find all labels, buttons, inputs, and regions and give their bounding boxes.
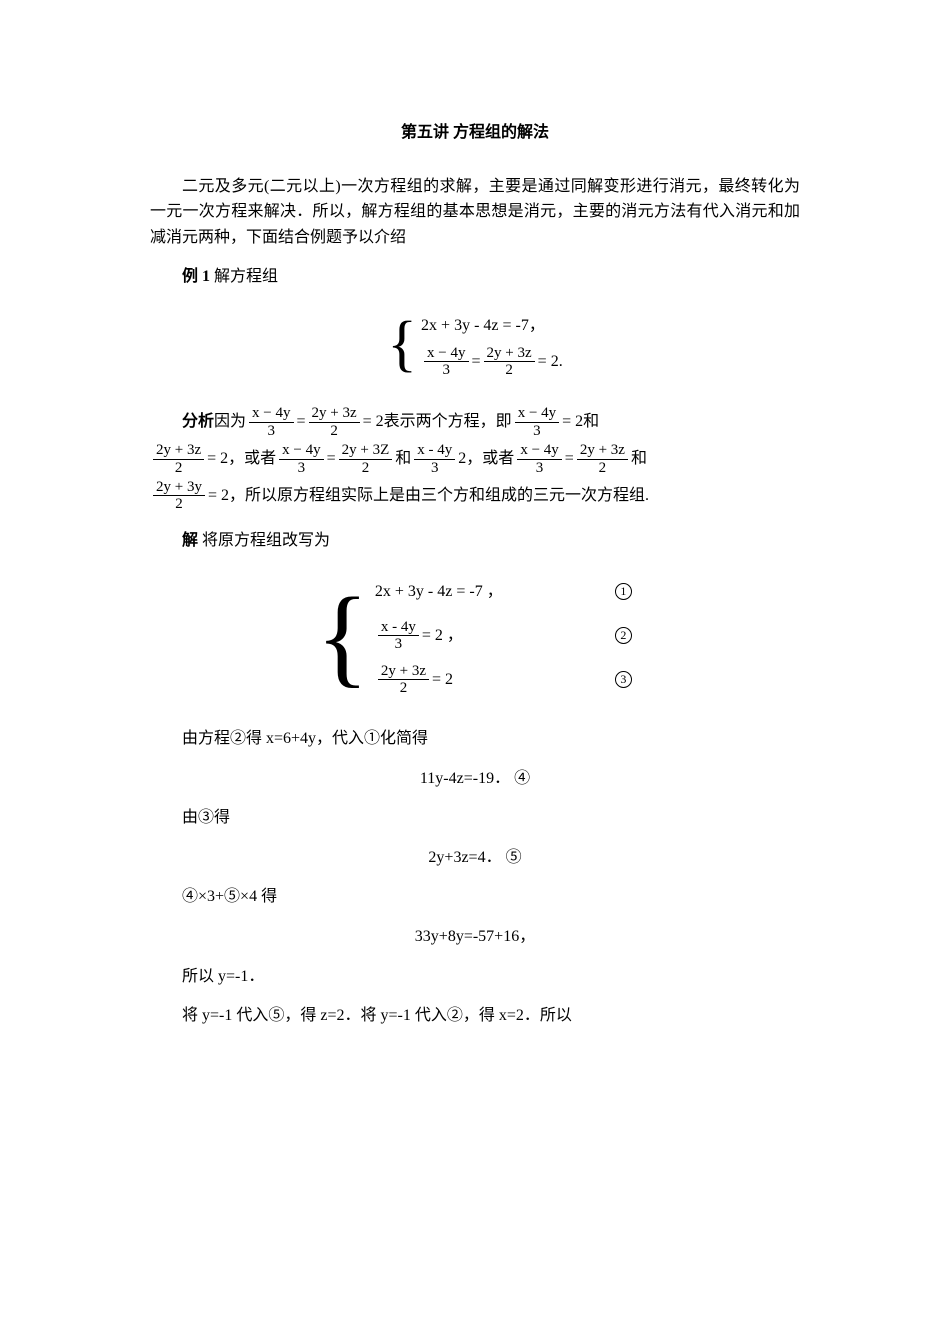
step-1: 由方程②得 x=6+4y，代入①化简得	[150, 726, 800, 752]
sys2-row1: 2x + 3y - 4z = -7 ， 1	[375, 572, 634, 612]
eq-6: 33y+8y=-57+16，	[150, 924, 800, 950]
sys2-row3: 2y + 3z2 = 2 3	[375, 660, 634, 700]
analysis-label: 分析	[182, 404, 214, 441]
example-1-rest: 解方程组	[210, 268, 278, 285]
intro-paragraph: 二元及多元(二元以上)一次方程组的求解，主要是通过同解变形进行消元，最终转化为一…	[150, 174, 800, 251]
step-3: ④×3+⑤×4 得	[150, 884, 800, 910]
sys1-line1: 2x + 3y - 4z = -7，	[421, 310, 563, 342]
marker-1-icon: 1	[615, 583, 632, 600]
example-1-bold: 例 1	[182, 268, 210, 285]
marker-3-icon: 3	[615, 671, 632, 688]
example-1-label: 例 1 解方程组	[150, 264, 800, 290]
sys2-row2: x - 4y3 = 2 ， 2	[375, 616, 634, 656]
eq-5: 2y+3z=4． ⑤	[150, 845, 800, 871]
analysis-block: 分析 因为 x − 4y3 = 2y + 3z2 = 2表示两个方程，即 x −…	[150, 404, 800, 514]
eq-4: 11y-4z=-19． ④	[150, 766, 800, 792]
marker-2-icon: 2	[615, 627, 632, 644]
sys1-line2: x − 4y3 = 2y + 3z2 = 2.	[421, 346, 563, 378]
solve-label: 解 将原方程组改写为	[150, 528, 800, 554]
solve-rest: 将原方程组改写为	[198, 532, 330, 549]
page-title: 第五讲 方程组的解法	[150, 120, 800, 146]
left-brace-icon: {	[387, 313, 417, 375]
step-2: 由③得	[150, 805, 800, 831]
solve-bold: 解	[182, 532, 198, 549]
step-5: 将 y=-1 代入⑤，得 z=2．将 y=-1 代入②，得 x=2．所以	[150, 1003, 800, 1029]
equation-system-1: { 2x + 3y - 4z = -7， x − 4y3 = 2y + 3z2 …	[150, 310, 800, 378]
equation-system-2: { 2x + 3y - 4z = -7 ， 1 x - 4y3 = 2 ， 2 …	[150, 572, 800, 700]
left-brace-3-icon: {	[316, 581, 369, 691]
step-4: 所以 y=-1．	[150, 964, 800, 990]
